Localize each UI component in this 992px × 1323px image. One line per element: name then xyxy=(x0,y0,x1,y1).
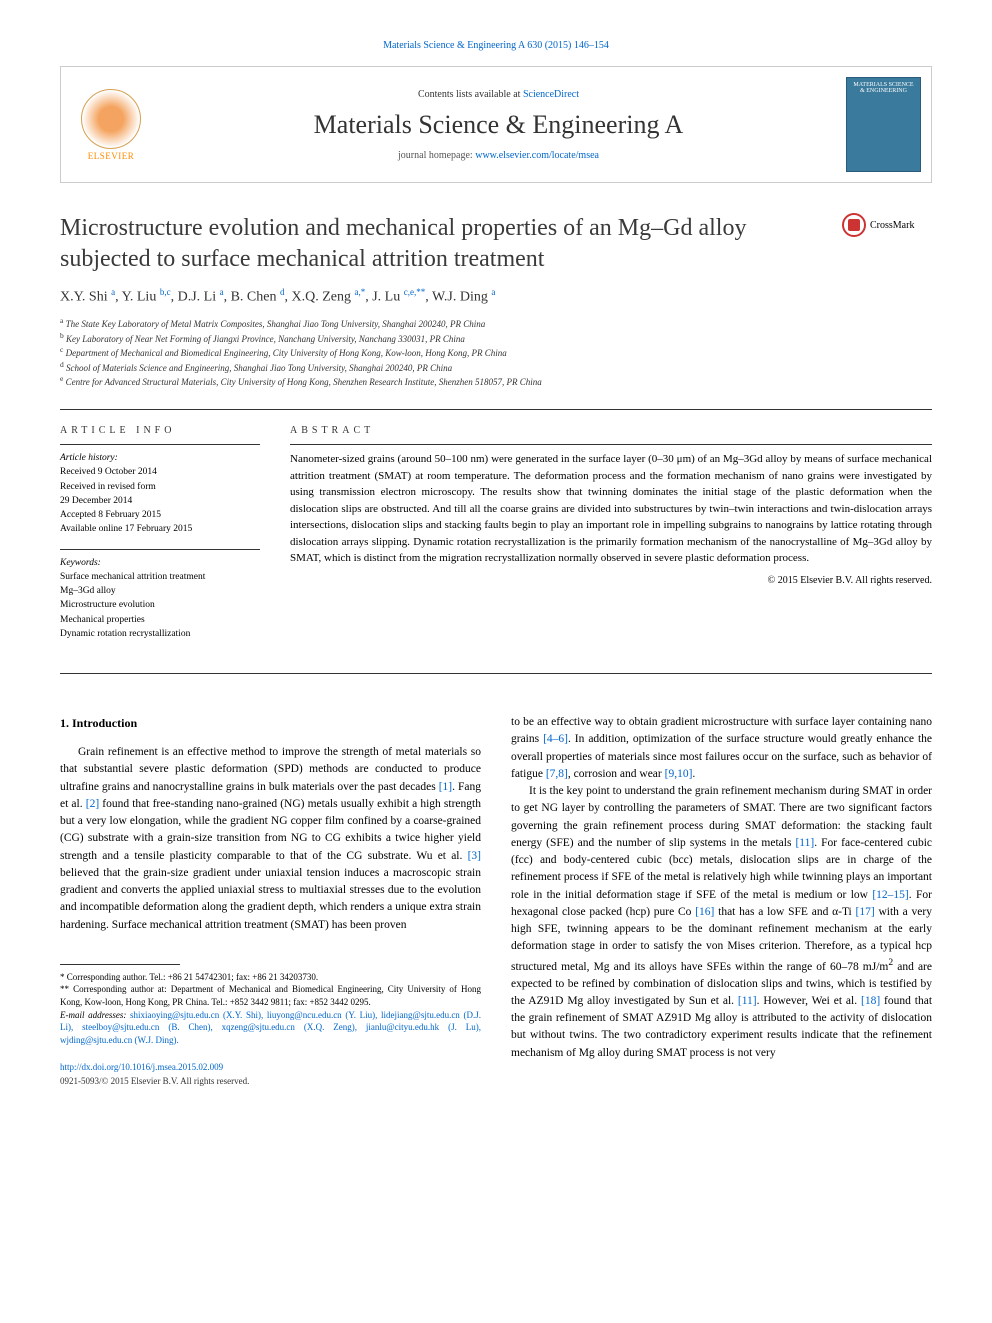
elsevier-tree-icon xyxy=(81,89,141,149)
contents-prefix: Contents lists available at xyxy=(418,89,523,100)
crossmark-badge[interactable]: CrossMark xyxy=(842,213,932,237)
issn-line: 0921-5093/© 2015 Elsevier B.V. All right… xyxy=(60,1075,481,1089)
keywords-label: Keywords: xyxy=(60,556,260,570)
journal-header-box: ELSEVIER Contents lists available at Sci… xyxy=(60,66,932,183)
homepage-link[interactable]: www.elsevier.com/locate/msea xyxy=(475,150,599,161)
homepage-prefix: journal homepage: xyxy=(398,150,475,161)
elsevier-logo: ELSEVIER xyxy=(71,80,151,170)
keyword: Microstructure evolution xyxy=(60,598,260,612)
crossmark-icon xyxy=(842,213,866,237)
keyword: Dynamic rotation recrystallization xyxy=(60,627,260,641)
divider xyxy=(60,673,932,674)
affiliation: b Key Laboratory of Near Net Forming of … xyxy=(60,331,932,346)
abstract-text: Nanometer-sized grains (around 50–100 nm… xyxy=(290,451,932,567)
keywords-block: Keywords: Surface mechanical attrition t… xyxy=(60,556,260,642)
page-footer: http://dx.doi.org/10.1016/j.msea.2015.02… xyxy=(60,1061,481,1088)
elsevier-text: ELSEVIER xyxy=(88,151,135,161)
email-label: E-mail addresses: xyxy=(60,1010,130,1020)
running-header: Materials Science & Engineering A 630 (2… xyxy=(60,40,932,51)
body-columns: 1. Introduction Grain refinement is an e… xyxy=(60,714,932,1088)
abstract-copyright: © 2015 Elsevier B.V. All rights reserved… xyxy=(290,575,932,586)
article-title: Microstructure evolution and mechanical … xyxy=(60,213,842,275)
history-item: Available online 17 February 2015 xyxy=(60,522,260,536)
corresponding-note: ** Corresponding author at: Department o… xyxy=(60,983,481,1008)
crossmark-label: CrossMark xyxy=(870,220,914,231)
keyword: Mg–3Gd alloy xyxy=(60,584,260,598)
affiliation: e Centre for Advanced Structural Materia… xyxy=(60,374,932,389)
history-label: Article history: xyxy=(60,451,260,465)
history-item: Received in revised form xyxy=(60,480,260,494)
affiliation: c Department of Mechanical and Biomedica… xyxy=(60,345,932,360)
corresponding-note: * Corresponding author. Tel.: +86 21 547… xyxy=(60,971,481,984)
sciencedirect-link[interactable]: ScienceDirect xyxy=(523,89,579,100)
contents-line: Contents lists available at ScienceDirec… xyxy=(151,89,846,100)
body-paragraph: It is the key point to understand the gr… xyxy=(511,783,932,1062)
keyword: Mechanical properties xyxy=(60,613,260,627)
divider xyxy=(60,409,932,410)
authors-line: X.Y. Shi a, Y. Liu b,c, D.J. Li a, B. Ch… xyxy=(60,287,932,306)
body-paragraph: Grain refinement is an effective method … xyxy=(60,744,481,934)
article-info-header: ARTICLE INFO xyxy=(60,425,260,436)
body-col-left: 1. Introduction Grain refinement is an e… xyxy=(60,714,481,1088)
journal-cover-thumb: MATERIALS SCIENCE & ENGINEERING xyxy=(846,77,921,172)
body-paragraph: to be an effective way to obtain gradien… xyxy=(511,714,932,783)
affiliations: a The State Key Laboratory of Metal Matr… xyxy=(60,316,932,389)
article-info-sidebar: ARTICLE INFO Article history: Received 9… xyxy=(60,425,260,653)
footnote-divider xyxy=(60,964,180,965)
email-line: E-mail addresses: shixiaoying@sjtu.edu.c… xyxy=(60,1009,481,1047)
history-item: 29 December 2014 xyxy=(60,494,260,508)
article-history: Article history: Received 9 October 2014… xyxy=(60,451,260,537)
section-heading: 1. Introduction xyxy=(60,714,481,732)
history-item: Received 9 October 2014 xyxy=(60,465,260,479)
body-col-right: to be an effective way to obtain gradien… xyxy=(511,714,932,1088)
doi-link[interactable]: http://dx.doi.org/10.1016/j.msea.2015.02… xyxy=(60,1061,481,1075)
keyword: Surface mechanical attrition treatment xyxy=(60,570,260,584)
abstract-header: ABSTRACT xyxy=(290,425,932,436)
affiliation: a The State Key Laboratory of Metal Matr… xyxy=(60,316,932,331)
affiliation: d School of Materials Science and Engine… xyxy=(60,360,932,375)
journal-homepage-line: journal homepage: www.elsevier.com/locat… xyxy=(151,150,846,161)
history-item: Accepted 8 February 2015 xyxy=(60,508,260,522)
journal-name: Materials Science & Engineering A xyxy=(151,110,846,140)
abstract-block: ABSTRACT Nanometer-sized grains (around … xyxy=(290,425,932,653)
footnotes: * Corresponding author. Tel.: +86 21 547… xyxy=(60,971,481,1047)
